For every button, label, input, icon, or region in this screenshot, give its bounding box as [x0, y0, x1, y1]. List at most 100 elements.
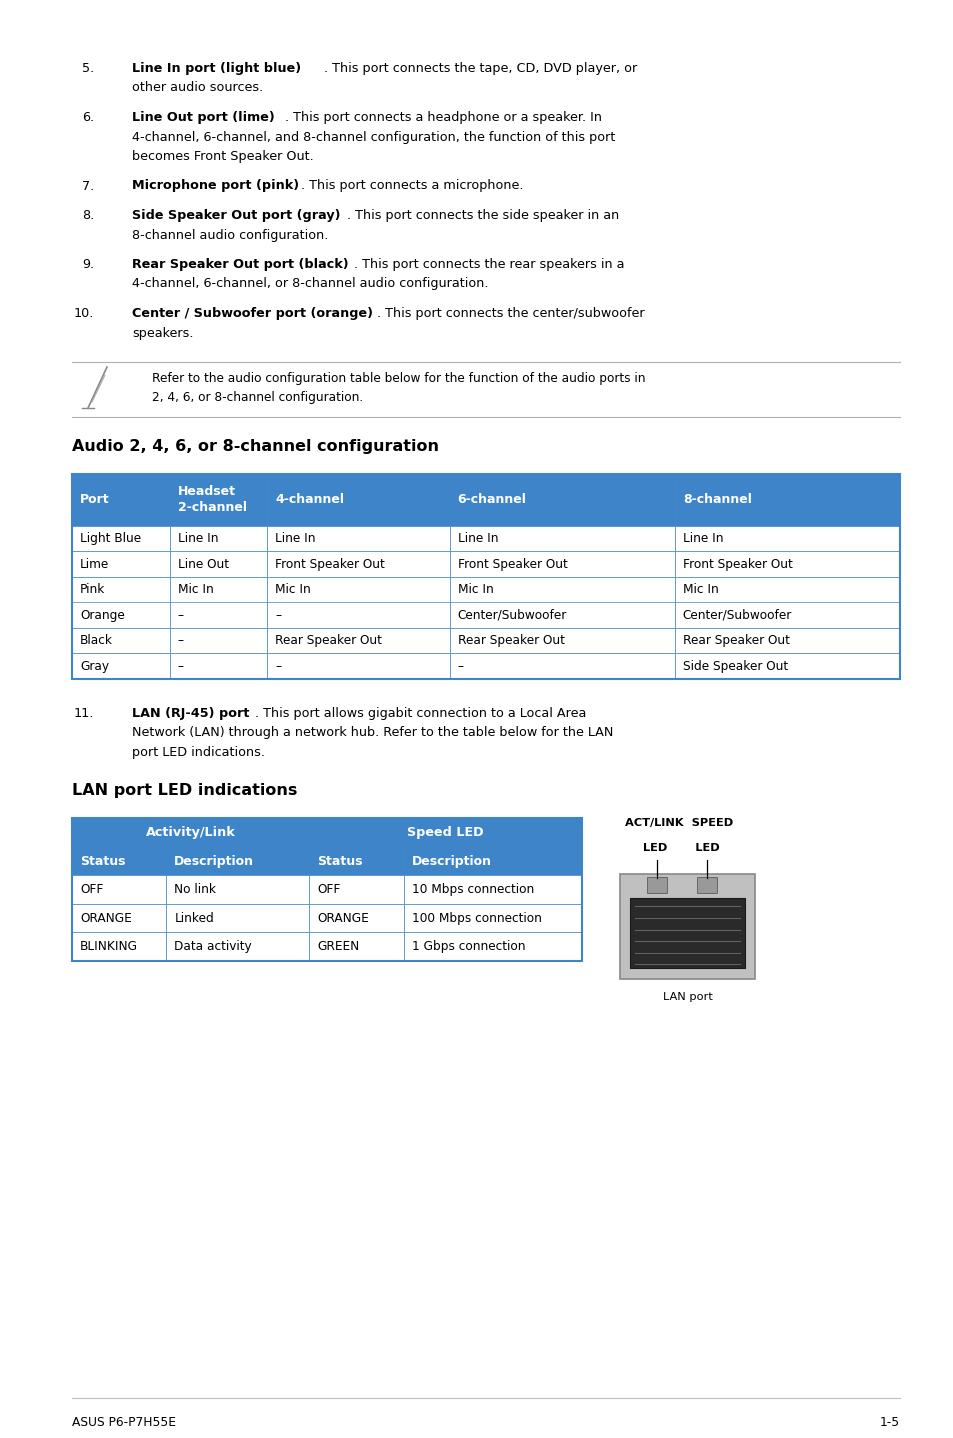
Text: 11.: 11. — [73, 707, 94, 720]
Text: 9.: 9. — [82, 257, 94, 270]
Text: Side Speaker Out: Side Speaker Out — [682, 660, 787, 673]
Bar — [674, 628, 899, 653]
Text: other audio sources.: other audio sources. — [132, 82, 263, 95]
Text: 4-channel: 4-channel — [275, 493, 344, 506]
Text: 4-channel, 6-channel, and 8-channel configuration, the function of this port: 4-channel, 6-channel, and 8-channel conf… — [132, 131, 615, 144]
Bar — [403, 905, 581, 932]
Bar — [619, 873, 754, 978]
Bar — [309, 905, 403, 932]
Text: Activity/Link: Activity/Link — [146, 827, 235, 840]
Text: LED       LED: LED LED — [642, 844, 719, 854]
Bar — [71, 603, 170, 628]
Text: . This port allows gigabit connection to a Local Area: . This port allows gigabit connection to… — [254, 707, 585, 720]
Text: Refer to the audio configuration table below for the function of the audio ports: Refer to the audio configuration table b… — [152, 372, 645, 385]
Bar — [170, 526, 267, 552]
Bar — [166, 847, 309, 876]
Bar — [170, 603, 267, 628]
Bar — [309, 818, 581, 847]
Text: Rear Speaker Out port (black): Rear Speaker Out port (black) — [132, 257, 348, 270]
Text: . This port connects the tape, CD, DVD player, or: . This port connects the tape, CD, DVD p… — [323, 62, 637, 75]
Bar — [403, 876, 581, 905]
Text: 6.: 6. — [82, 111, 94, 124]
Bar — [629, 899, 744, 969]
Text: Rear Speaker Out: Rear Speaker Out — [682, 634, 789, 647]
Bar — [166, 905, 309, 932]
Text: Pink: Pink — [80, 584, 105, 597]
Text: Line Out port (lime): Line Out port (lime) — [132, 111, 274, 124]
Bar — [71, 475, 899, 679]
Text: LAN port: LAN port — [662, 992, 712, 1002]
Text: Line In: Line In — [275, 532, 315, 545]
Text: Rear Speaker Out: Rear Speaker Out — [457, 634, 564, 647]
Bar — [267, 628, 449, 653]
Bar — [449, 603, 674, 628]
Text: Black: Black — [80, 634, 112, 647]
Text: 10.: 10. — [73, 306, 94, 321]
Text: 8.: 8. — [82, 209, 94, 221]
Text: Linked: Linked — [174, 912, 213, 925]
Text: Status: Status — [316, 854, 362, 867]
Text: 100 Mbps connection: 100 Mbps connection — [411, 912, 540, 925]
Bar — [674, 475, 899, 526]
Bar — [170, 552, 267, 577]
Text: . This port connects a headphone or a speaker. In: . This port connects a headphone or a sp… — [285, 111, 601, 124]
Bar — [170, 475, 267, 526]
Bar — [674, 552, 899, 577]
Bar — [267, 603, 449, 628]
Text: 4-channel, 6-channel, or 8-channel audio configuration.: 4-channel, 6-channel, or 8-channel audio… — [132, 278, 488, 290]
Bar — [309, 932, 403, 961]
Bar — [697, 877, 717, 893]
Text: Status: Status — [80, 854, 126, 867]
Bar — [170, 628, 267, 653]
Bar — [449, 526, 674, 552]
Text: 2, 4, 6, or 8-channel configuration.: 2, 4, 6, or 8-channel configuration. — [152, 391, 363, 404]
Text: Lime: Lime — [80, 558, 110, 571]
Text: 10 Mbps connection: 10 Mbps connection — [411, 883, 533, 896]
Bar — [170, 653, 267, 679]
Bar — [309, 876, 403, 905]
Text: –: – — [177, 608, 184, 621]
Bar — [309, 847, 403, 876]
Bar — [71, 577, 170, 603]
Text: Side Speaker Out port (gray): Side Speaker Out port (gray) — [132, 209, 340, 221]
Bar — [674, 653, 899, 679]
Text: Headset
2-channel: Headset 2-channel — [177, 486, 247, 515]
Text: Mic In: Mic In — [177, 584, 213, 597]
Text: Front Speaker Out: Front Speaker Out — [457, 558, 567, 571]
Text: . This port connects the center/subwoofer: . This port connects the center/subwoofe… — [377, 306, 644, 321]
Text: Line In: Line In — [682, 532, 722, 545]
Text: LAN (RJ-45) port: LAN (RJ-45) port — [132, 707, 249, 720]
Bar — [449, 577, 674, 603]
Text: Description: Description — [411, 854, 491, 867]
Text: ASUS P6-P7H55E: ASUS P6-P7H55E — [71, 1416, 175, 1429]
Bar — [674, 577, 899, 603]
Text: –: – — [275, 608, 281, 621]
Text: LAN port LED indications: LAN port LED indications — [71, 784, 297, 798]
Text: No link: No link — [174, 883, 216, 896]
Text: Center/Subwoofer: Center/Subwoofer — [682, 608, 791, 621]
Bar — [449, 653, 674, 679]
Text: OFF: OFF — [316, 883, 340, 896]
Bar — [71, 818, 581, 961]
Bar — [71, 628, 170, 653]
Text: . This port connects the side speaker in an: . This port connects the side speaker in… — [346, 209, 618, 221]
Text: 8-channel audio configuration.: 8-channel audio configuration. — [132, 229, 328, 242]
Bar — [166, 932, 309, 961]
Bar — [267, 475, 449, 526]
Text: port LED indications.: port LED indications. — [132, 746, 265, 759]
Text: Line In port (light blue): Line In port (light blue) — [132, 62, 301, 75]
Bar — [674, 526, 899, 552]
Bar — [71, 932, 166, 961]
Text: Mic In: Mic In — [275, 584, 311, 597]
Bar — [449, 552, 674, 577]
Bar — [170, 577, 267, 603]
Text: Speed LED: Speed LED — [407, 827, 483, 840]
Text: Center/Subwoofer: Center/Subwoofer — [457, 608, 566, 621]
Text: –: – — [457, 660, 463, 673]
Bar — [674, 603, 899, 628]
Text: Port: Port — [80, 493, 110, 506]
Text: Line In: Line In — [177, 532, 218, 545]
Text: 1 Gbps connection: 1 Gbps connection — [411, 940, 524, 953]
Text: Audio 2, 4, 6, or 8-channel configuration: Audio 2, 4, 6, or 8-channel configuratio… — [71, 439, 438, 454]
Bar — [71, 653, 170, 679]
